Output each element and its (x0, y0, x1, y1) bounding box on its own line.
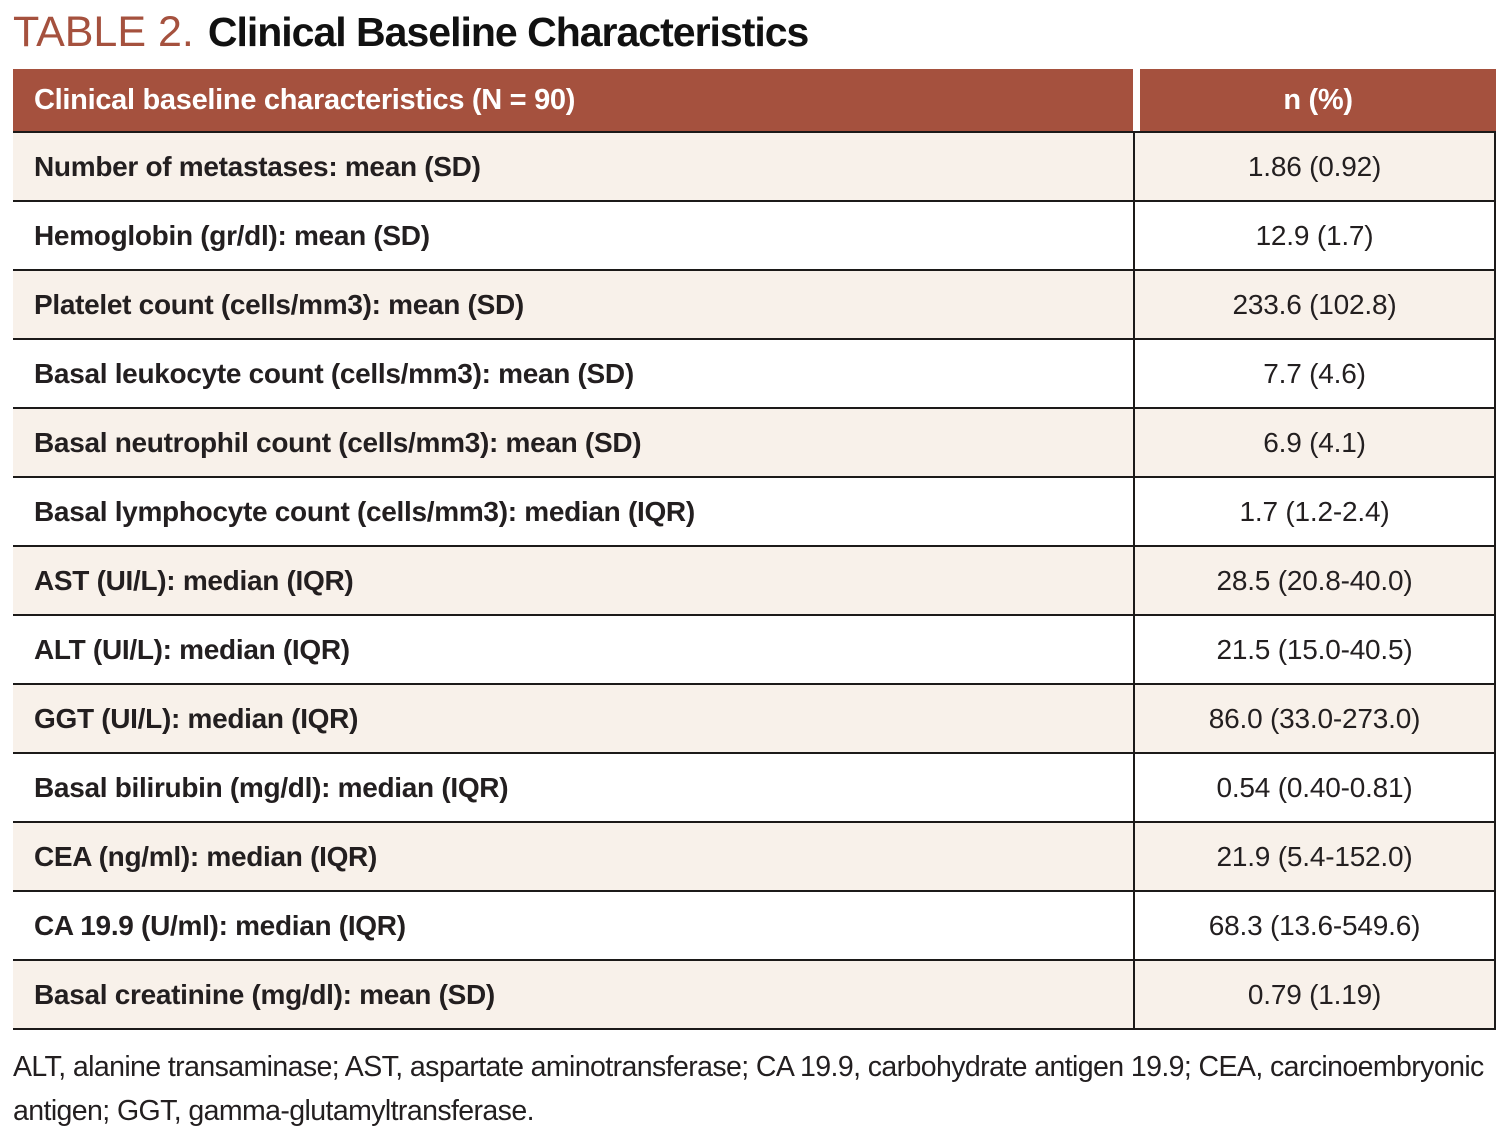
row-value: 86.0 (33.0-273.0) (1208, 702, 1421, 734)
row-label: Basal lymphocyte count (cells/mm3): medi… (13, 478, 1135, 546)
column-header-n-percent: n (%) (1140, 69, 1496, 132)
table-body: Number of metastases: mean (SD) 1.86 (0.9… (13, 133, 1496, 1031)
row-label: Basal leukocyte count (cells/mm3): mean … (13, 340, 1135, 408)
row-value: 1.7 (1.2-2.4) (1239, 495, 1390, 527)
row-label: AST (UI/L): median (IQR) (13, 547, 1135, 615)
row-value: 233.6 (102.8) (1232, 288, 1397, 320)
row-label: Number of metastases: mean (SD) (13, 133, 1135, 201)
row-value: 28.5 (20.8-40.0) (1216, 564, 1413, 596)
row-label: Basal bilirubin (mg/dl): median (IQR) (13, 754, 1135, 822)
row-value: 1.86 (0.92) (1247, 150, 1382, 182)
table-row: ALT (UI/L): median (IQR) 21.5 (15.0-40.5) (13, 616, 1494, 686)
table-header-row: Clinical baseline characteristics (N = 9… (13, 69, 1496, 134)
table-row: Platelet count (cells/mm3): mean (SD) 233… (13, 271, 1494, 341)
row-value: 21.9 (5.4-152.0) (1216, 840, 1413, 872)
table-row: Basal bilirubin (mg/dl): median (IQR) 0.5… (13, 754, 1494, 824)
row-value: 0.79 (1.19) (1247, 978, 1382, 1010)
table-caption: Clinical Baseline Characteristics (207, 9, 810, 55)
row-value: 21.5 (15.0-40.5) (1216, 633, 1413, 665)
row-label: GGT (UI/L): median (IQR) (13, 685, 1135, 753)
header-column-gap (1133, 69, 1140, 132)
row-label: Basal creatinine (mg/dl): mean (SD) (13, 961, 1135, 1029)
table-row: CA 19.9 (U/ml): median (IQR) 68.3 (13.6-5… (13, 892, 1494, 962)
table-row: Number of metastases: mean (SD) 1.86 (0.9… (13, 133, 1494, 203)
table-footnote: ALT, alanine transaminase; AST, aspartat… (13, 1051, 1484, 1128)
row-value: 6.9 (4.1) (1263, 426, 1366, 458)
clinical-baseline-table: Clinical baseline characteristics (N = 9… (13, 69, 1496, 1031)
table-row: Hemoglobin (gr/dl): mean (SD) 12.9 (1.7) (13, 202, 1494, 272)
row-label: Basal neutrophil count (cells/mm3): mean… (13, 409, 1135, 477)
row-value: 7.7 (4.6) (1263, 357, 1366, 389)
table-row: CEA (ng/ml): median (IQR) 21.9 (5.4-152.0… (13, 823, 1494, 893)
table-row: AST (UI/L): median (IQR) 28.5 (20.8-40.0) (13, 547, 1494, 617)
row-label: ALT (UI/L): median (IQR) (13, 616, 1135, 684)
table-row: Basal lymphocyte count (cells/mm3): medi… (13, 478, 1494, 548)
row-value: 0.54 (0.40-0.81) (1216, 771, 1413, 803)
row-value: 12.9 (1.7) (1255, 219, 1374, 251)
table-title: TABLE 2. Clinical Baseline Characteristic… (13, 8, 1496, 57)
row-label: CEA (ng/ml): median (IQR) (13, 823, 1135, 891)
row-label: CA 19.9 (U/ml): median (IQR) (13, 892, 1135, 960)
row-label: Platelet count (cells/mm3): mean (SD) (13, 271, 1135, 339)
table-number-label: TABLE 2. (13, 8, 194, 56)
table-row: Basal neutrophil count (cells/mm3): mean… (13, 409, 1494, 479)
table-row: Basal leukocyte count (cells/mm3): mean … (13, 340, 1494, 410)
table-row: GGT (UI/L): median (IQR) 86.0 (33.0-273.0… (13, 685, 1494, 755)
table-row: Basal creatinine (mg/dl): mean (SD) 0.79 … (13, 961, 1494, 1031)
column-header-characteristics: Clinical baseline characteristics (N = 9… (13, 69, 1133, 132)
row-label: Hemoglobin (gr/dl): mean (SD) (13, 202, 1135, 270)
row-value: 68.3 (13.6-549.6) (1208, 909, 1421, 941)
